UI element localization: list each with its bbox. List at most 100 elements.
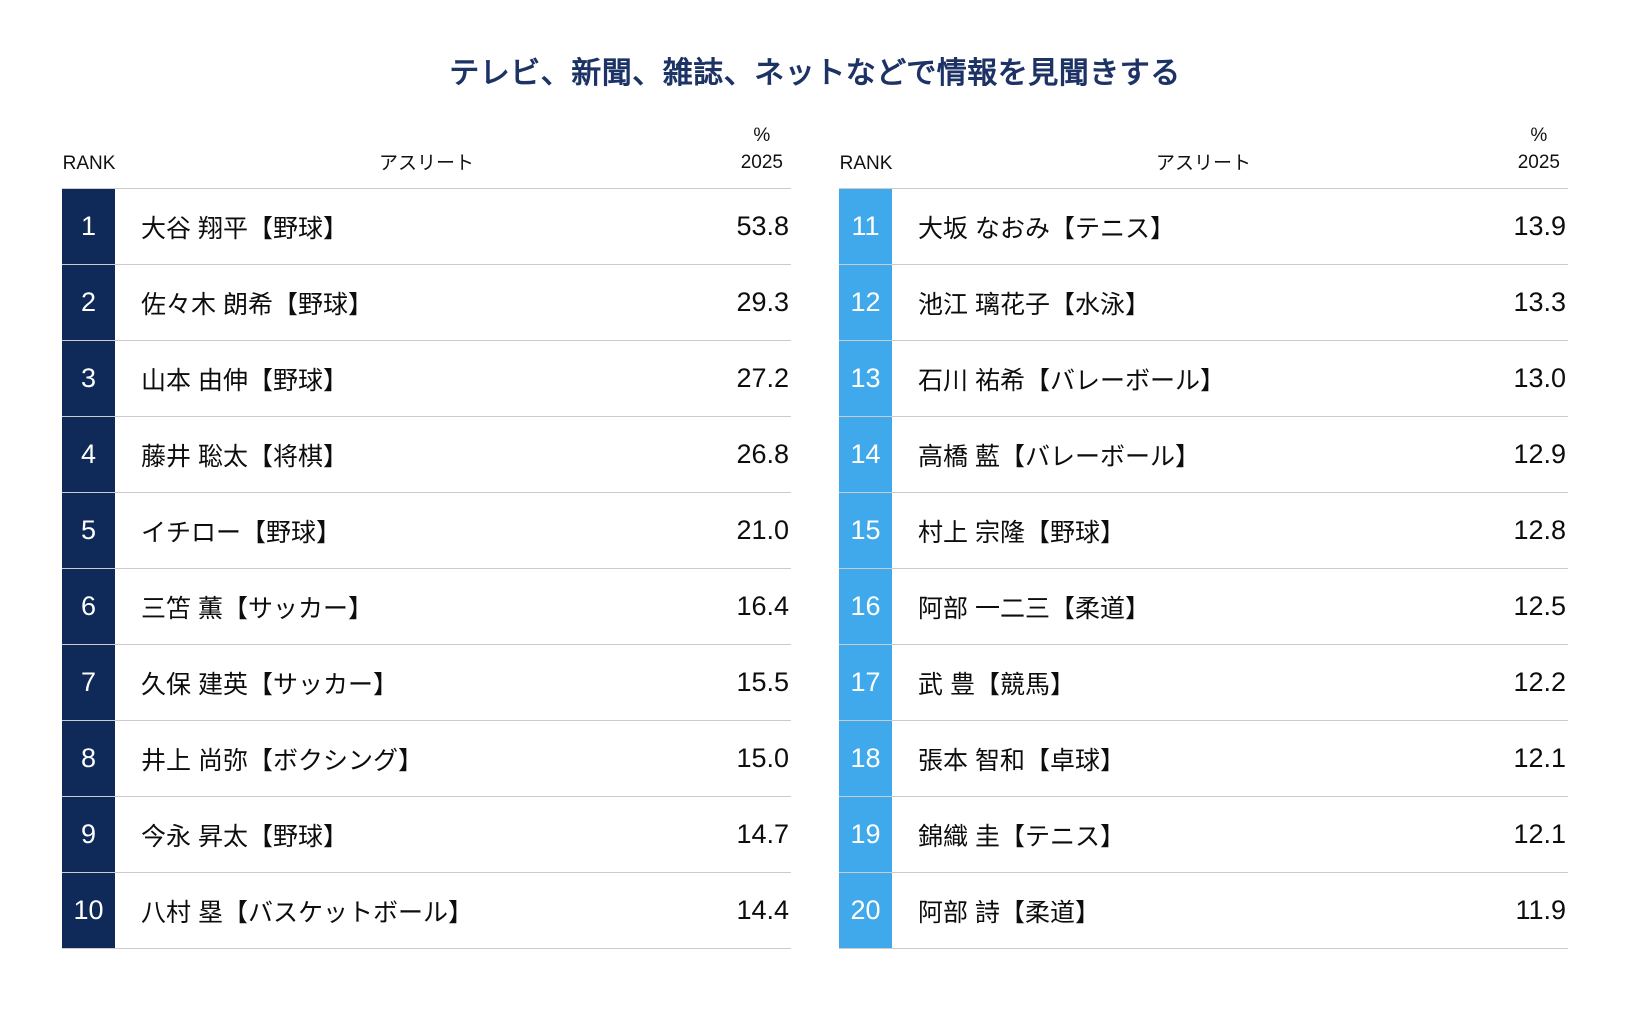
rank-badge: 11 bbox=[839, 189, 892, 264]
table-row: 17 武 豊【競馬】 12.2 bbox=[839, 644, 1568, 720]
rank-badge: 16 bbox=[839, 569, 892, 644]
rank-badge: 10 bbox=[62, 873, 115, 948]
percent-column-header: % 2025 bbox=[741, 122, 783, 176]
percent-sign-label: % bbox=[1530, 125, 1548, 146]
athlete-name: 張本 智和【卓球】 bbox=[918, 746, 1125, 775]
athlete-name: 井上 尚弥【ボクシング】 bbox=[141, 746, 423, 775]
rank-badge: 17 bbox=[839, 645, 892, 720]
percent-value: 14.7 bbox=[736, 819, 789, 849]
table-row: 7 久保 建英【サッカー】 15.5 bbox=[62, 644, 791, 720]
athlete-name: 今永 昇太【野球】 bbox=[141, 822, 348, 851]
percent-value: 13.9 bbox=[1513, 211, 1566, 241]
table-row: 14 高橋 藍【バレーボール】 12.9 bbox=[839, 416, 1568, 492]
athlete-column-header: アスリート bbox=[378, 153, 474, 174]
percent-value: 15.0 bbox=[736, 743, 789, 773]
content: テレビ、新聞、雑誌、ネットなどで情報を見聞きする RANK アスリート % 20… bbox=[62, 56, 1568, 949]
athlete-name: 石川 祐希【バレーボール】 bbox=[918, 366, 1225, 395]
athlete-name: 藤井 聡太【将棋】 bbox=[141, 442, 348, 471]
rank-badge: 6 bbox=[62, 569, 115, 644]
rank-badge: 3 bbox=[62, 341, 115, 416]
percent-value: 14.4 bbox=[736, 895, 789, 925]
percent-value: 13.3 bbox=[1513, 287, 1566, 317]
rank-badge: 1 bbox=[62, 189, 115, 264]
percent-value: 53.8 bbox=[736, 211, 789, 241]
table-row: 9 今永 昇太【野球】 14.7 bbox=[62, 796, 791, 872]
rank-badge: 12 bbox=[839, 265, 892, 340]
athlete-name: イチロー【野球】 bbox=[141, 518, 342, 547]
ranking-table-11-20: RANK アスリート % 2025 11 大坂 なおみ【テニス】 13.9 bbox=[839, 118, 1568, 949]
athlete-name: 山本 由伸【野球】 bbox=[141, 366, 348, 395]
table-header: RANK アスリート % 2025 bbox=[62, 118, 791, 176]
table-row: 11 大坂 なおみ【テニス】 13.9 bbox=[839, 188, 1568, 264]
table-row: 16 阿部 一二三【柔道】 12.5 bbox=[839, 568, 1568, 644]
table-row: 3 山本 由伸【野球】 27.2 bbox=[62, 340, 791, 416]
page-title: テレビ、新聞、雑誌、ネットなどで情報を見聞きする bbox=[449, 57, 1181, 90]
ranking-table-1-10: RANK アスリート % 2025 1 大谷 翔平【野球】 53.8 2 bbox=[62, 118, 791, 949]
athlete-name: 大坂 なおみ【テニス】 bbox=[918, 214, 1175, 243]
table-row: 4 藤井 聡太【将棋】 26.8 bbox=[62, 416, 791, 492]
percent-column-header: % 2025 bbox=[1518, 122, 1560, 176]
year-label: 2025 bbox=[1517, 152, 1560, 173]
table-body: 11 大坂 なおみ【テニス】 13.9 12 池江 璃花子【水泳】 13.3 1… bbox=[839, 188, 1568, 949]
rank-badge: 18 bbox=[839, 721, 892, 796]
athlete-name: 錦織 圭【テニス】 bbox=[918, 822, 1125, 851]
percent-value: 12.8 bbox=[1513, 515, 1566, 545]
athlete-name: 佐々木 朗希【野球】 bbox=[141, 290, 373, 319]
athlete-name: 村上 宗隆【野球】 bbox=[918, 518, 1125, 547]
rank-badge: 9 bbox=[62, 797, 115, 872]
percent-value: 12.1 bbox=[1513, 819, 1566, 849]
percent-value: 29.3 bbox=[736, 287, 789, 317]
athlete-name: 池江 璃花子【水泳】 bbox=[918, 290, 1150, 319]
table-row: 19 錦織 圭【テニス】 12.1 bbox=[839, 796, 1568, 872]
rank-column-header: RANK bbox=[62, 153, 116, 174]
athlete-name: 阿部 詩【柔道】 bbox=[918, 898, 1100, 927]
rank-badge: 19 bbox=[839, 797, 892, 872]
table-row: 8 井上 尚弥【ボクシング】 15.0 bbox=[62, 720, 791, 796]
athlete-name: 武 豊【競馬】 bbox=[918, 670, 1075, 699]
percent-value: 15.5 bbox=[736, 667, 789, 697]
rank-badge: 2 bbox=[62, 265, 115, 340]
percent-sign-label: % bbox=[753, 125, 771, 146]
table-row: 13 石川 祐希【バレーボール】 13.0 bbox=[839, 340, 1568, 416]
rank-column-header: RANK bbox=[839, 153, 893, 174]
percent-value: 13.0 bbox=[1513, 363, 1566, 393]
percent-value: 12.5 bbox=[1513, 591, 1566, 621]
rank-badge: 15 bbox=[839, 493, 892, 568]
year-label: 2025 bbox=[740, 152, 783, 173]
rank-badge: 13 bbox=[839, 341, 892, 416]
ranking-tables: RANK アスリート % 2025 1 大谷 翔平【野球】 53.8 2 bbox=[62, 118, 1568, 949]
athlete-name: 高橋 藍【バレーボール】 bbox=[918, 442, 1200, 471]
table-row: 6 三笘 薫【サッカー】 16.4 bbox=[62, 568, 791, 644]
rank-badge: 7 bbox=[62, 645, 115, 720]
rank-badge: 8 bbox=[62, 721, 115, 796]
percent-value: 12.1 bbox=[1513, 743, 1566, 773]
percent-value: 12.2 bbox=[1513, 667, 1566, 697]
table-body: 1 大谷 翔平【野球】 53.8 2 佐々木 朗希【野球】 29.3 3 山本 … bbox=[62, 188, 791, 949]
table-row: 5 イチロー【野球】 21.0 bbox=[62, 492, 791, 568]
table-row: 2 佐々木 朗希【野球】 29.3 bbox=[62, 264, 791, 340]
rank-badge: 5 bbox=[62, 493, 115, 568]
percent-value: 16.4 bbox=[736, 591, 789, 621]
table-header: RANK アスリート % 2025 bbox=[839, 118, 1568, 176]
percent-value: 21.0 bbox=[736, 515, 789, 545]
percent-value: 11.9 bbox=[1515, 895, 1566, 925]
table-row: 18 張本 智和【卓球】 12.1 bbox=[839, 720, 1568, 796]
table-row: 20 阿部 詩【柔道】 11.9 bbox=[839, 872, 1568, 948]
athlete-column-header: アスリート bbox=[1155, 153, 1251, 174]
table-row: 1 大谷 翔平【野球】 53.8 bbox=[62, 188, 791, 264]
table-row: 15 村上 宗隆【野球】 12.8 bbox=[839, 492, 1568, 568]
athlete-name: 三笘 薫【サッカー】 bbox=[141, 594, 373, 623]
athlete-name: 阿部 一二三【柔道】 bbox=[918, 594, 1150, 623]
rank-badge: 20 bbox=[839, 873, 892, 948]
percent-value: 27.2 bbox=[736, 363, 789, 393]
table-row: 10 八村 塁【バスケットボール】 14.4 bbox=[62, 872, 791, 948]
table-row: 12 池江 璃花子【水泳】 13.3 bbox=[839, 264, 1568, 340]
rank-badge: 14 bbox=[839, 417, 892, 492]
percent-value: 26.8 bbox=[736, 439, 789, 469]
rank-badge: 4 bbox=[62, 417, 115, 492]
athlete-name: 八村 塁【バスケットボール】 bbox=[141, 898, 473, 927]
athlete-name: 久保 建英【サッカー】 bbox=[141, 670, 398, 699]
athlete-name: 大谷 翔平【野球】 bbox=[141, 214, 348, 243]
percent-value: 12.9 bbox=[1513, 439, 1566, 469]
